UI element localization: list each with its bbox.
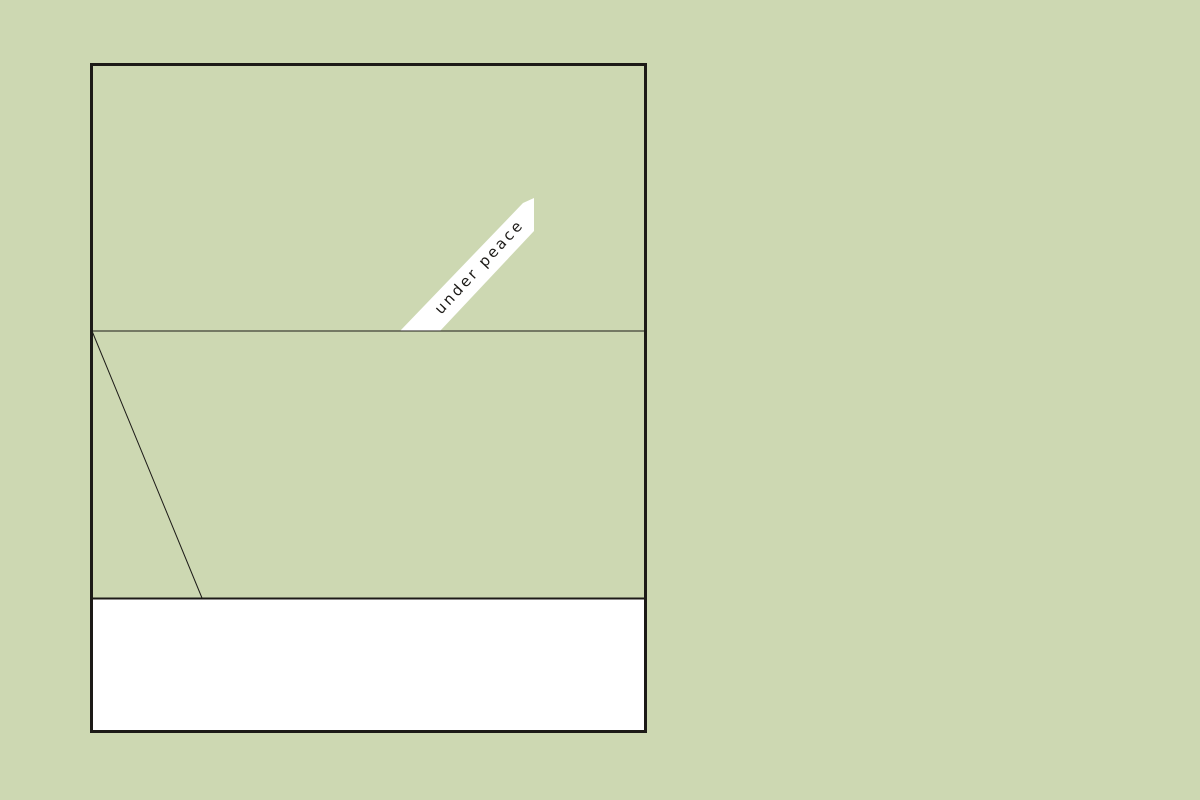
bottom-panel xyxy=(92,598,645,731)
diagonal-line xyxy=(91,330,203,599)
outer-frame xyxy=(90,63,647,733)
tag-ribbon xyxy=(400,198,534,331)
